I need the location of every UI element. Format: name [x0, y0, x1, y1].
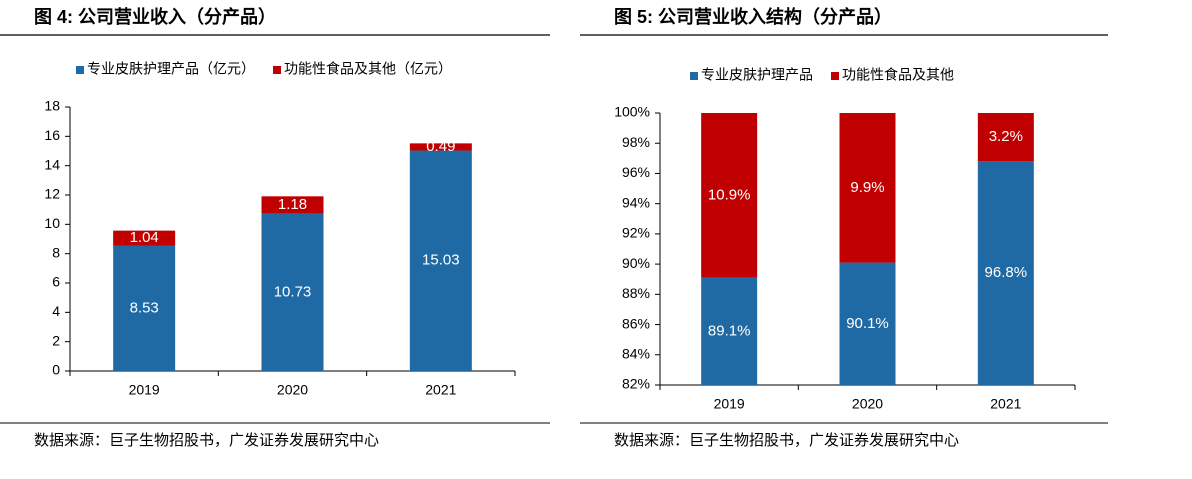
value-label: 10.9% [708, 186, 751, 203]
source: 数据来源：巨子生物招股书，广发证券发展研究中心 [34, 432, 379, 449]
x-tick-label: 2019 [129, 382, 160, 398]
value-label: 1.04 [130, 229, 159, 246]
legend-swatch [690, 72, 698, 80]
value-label: 1.18 [278, 196, 307, 213]
y-tick-label: 0 [52, 362, 60, 378]
legend-label: 专业皮肤护理产品（亿元） [87, 61, 255, 77]
y-tick-label: 2 [52, 332, 60, 348]
x-tick-label: 2021 [990, 396, 1021, 412]
value-label: 90.1% [846, 315, 889, 332]
bar-segment [701, 113, 758, 278]
x-tick-label: 2021 [425, 382, 456, 398]
y-tick-label: 8 [52, 244, 60, 260]
y-tick-label: 100% [614, 104, 650, 120]
y-tick-label: 6 [52, 274, 60, 290]
bar-segment [409, 150, 472, 371]
y-tick-label: 86% [622, 315, 650, 331]
legend-label: 功能性食品及其他 [842, 67, 954, 83]
value-label: 96.8% [985, 264, 1028, 281]
legend-swatch [76, 66, 84, 74]
bar-segment [261, 196, 324, 214]
y-tick-label: 14 [44, 156, 60, 172]
value-label: 9.9% [850, 179, 884, 196]
bar-segment [701, 277, 758, 385]
bar-segment [839, 113, 896, 263]
value-label: 89.1% [708, 322, 751, 339]
bar-segment [409, 143, 472, 151]
bar-segment [977, 113, 1034, 162]
chart-title: 图 5: 公司营业收入结构（分产品） [614, 6, 892, 27]
bar-segment [113, 245, 176, 371]
legend-label: 功能性食品及其他（亿元） [284, 61, 452, 77]
value-label: 0.49 [426, 138, 455, 155]
x-tick-label: 2020 [852, 396, 883, 412]
value-label: 10.73 [274, 283, 312, 300]
y-tick-label: 84% [622, 345, 650, 361]
value-label: 3.2% [989, 128, 1023, 145]
value-label: 15.03 [422, 252, 460, 269]
source: 数据来源：巨子生物招股书，广发证券发展研究中心 [614, 432, 959, 449]
bar-segment [977, 161, 1034, 385]
y-tick-label: 4 [52, 303, 60, 319]
legend-swatch [273, 66, 281, 74]
y-tick-label: 18 [44, 98, 60, 114]
legend-label: 专业皮肤护理产品 [701, 67, 813, 83]
y-tick-label: 88% [622, 285, 650, 301]
y-tick-label: 16 [44, 127, 60, 143]
y-tick-label: 94% [622, 194, 650, 210]
value-label: 8.53 [130, 299, 159, 316]
y-tick-label: 10 [44, 215, 60, 231]
y-tick-label: 96% [622, 164, 650, 180]
y-tick-label: 92% [622, 225, 650, 241]
x-tick-label: 2020 [277, 382, 308, 398]
chart-title: 图 4: 公司营业收入（分产品） [34, 6, 276, 27]
x-tick-label: 2019 [714, 396, 745, 412]
y-tick-label: 12 [44, 186, 60, 202]
bar-segment [113, 230, 176, 246]
y-tick-label: 82% [622, 376, 650, 392]
bar-segment [839, 262, 896, 385]
y-tick-label: 98% [622, 134, 650, 150]
legend-swatch [831, 72, 839, 80]
bar-segment [261, 213, 324, 371]
y-tick-label: 90% [622, 255, 650, 271]
